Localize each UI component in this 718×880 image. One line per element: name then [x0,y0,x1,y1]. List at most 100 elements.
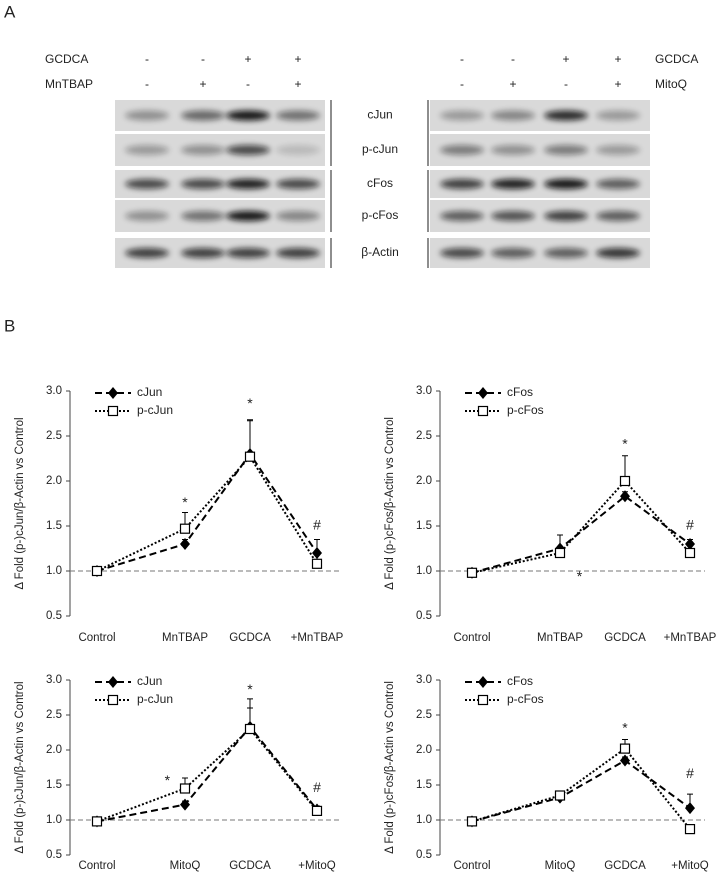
band-label: cFos [367,176,393,190]
marker [478,676,488,688]
blot-band [440,110,484,121]
marker [685,538,695,550]
marker [311,558,323,569]
treatment-sign: + [199,77,206,91]
blot-band [276,179,320,189]
marker [312,547,322,559]
blot-band [226,248,270,258]
legend-label: cFos [507,674,533,688]
y-tick-label: 3.0 [416,385,432,397]
blot-band [544,248,588,258]
y-tick-label: 2.0 [46,744,62,756]
panel-label: B [4,316,15,335]
y-axis-title: Δ Fold (p-)cFos/β-Actin vs Control [384,681,396,854]
blot-band [226,145,270,155]
chart: 0.5 1.0 1.5 2.0 2.5 3.0 Δ Fold (p-)cFos/β-Acti… [384,674,709,872]
x-tick-label: Control [78,632,115,644]
legend-label: p-cFos [507,692,544,706]
blot-band [596,145,640,155]
blot-band [491,248,535,258]
y-tick-label: 2.0 [416,744,432,756]
annotation: * [247,681,253,697]
marker [108,676,118,688]
marker [620,754,630,767]
treatment-sign: - [460,52,464,66]
x-tick-label: GCDCA [604,632,646,644]
x-tick-label: Control [453,860,490,872]
y-tick-label: 2.5 [46,430,62,442]
marker [91,565,103,577]
marker [180,798,190,811]
y-axis-title: Δ Fold (p-)cFos/β-Actin vs Control [384,417,396,590]
series-line [471,759,691,823]
treatment-sign: - [564,77,568,91]
y-tick-label: 2.0 [416,475,432,487]
x-tick-label: +MnTBAP [291,632,344,644]
blot-band [181,145,225,155]
legend-label: cJun [137,674,162,688]
marker [477,694,489,706]
y-tick-label: 3.0 [46,385,62,397]
y-tick-label: 3.0 [416,674,432,686]
y-tick-label: 1.0 [416,814,432,826]
marker [311,805,323,817]
y-tick-label: 0.5 [416,610,432,622]
treatment-sign: + [294,77,301,91]
treatment-sign: - [460,77,464,91]
marker [107,694,119,706]
treatment-sign: - [145,77,149,91]
annotation: * [247,395,253,411]
annotation: * [577,568,583,584]
blot-band [125,248,169,258]
blot-band [544,211,588,221]
blot-band [440,179,484,189]
band-label: p-cJun [362,142,398,156]
y-tick-label: 1.0 [416,565,432,577]
blot-band [276,248,320,258]
blot-band [440,211,484,221]
blot-band [491,110,535,121]
marker [554,547,566,559]
x-tick-label: Control [78,860,115,872]
marker [684,547,696,559]
marker [91,816,103,827]
y-tick-label: 1.0 [46,565,62,577]
legend-label: p-cJun [137,692,173,706]
blot-band [440,145,484,155]
annotation: * [622,720,628,736]
y-tick-label: 2.0 [46,475,62,487]
blot-band [596,248,640,258]
treatment-sign: + [614,77,621,91]
marker [466,816,478,827]
blot-band [596,179,640,189]
marker [466,567,478,578]
chart: 0.5 1.0 1.5 2.0 2.5 3.0 Δ Fold (p-)cJun/β-Acti… [14,385,344,644]
marker [477,405,489,417]
chart: 0.5 1.0 1.5 2.0 2.5 3.0 Δ Fold (p-)cFos/β-Acti… [384,385,717,644]
annotation: # [313,779,321,795]
annotation: * [165,772,171,788]
series-line [96,725,318,823]
blot-band [181,110,225,121]
legend-label: p-cFos [507,403,544,417]
x-tick-label: GCDCA [229,860,271,872]
y-tick-label: 1.5 [46,520,62,532]
annotation: * [622,436,628,452]
treatment-label: MitoQ [655,77,687,91]
blot-band [226,179,270,189]
marker [179,523,191,534]
chart: 0.5 1.0 1.5 2.0 2.5 3.0 Δ Fold (p-)cJun/β-Acti… [14,674,340,872]
blot-band [181,179,225,189]
treatment-label: GCDCA [655,52,698,66]
y-tick-label: 0.5 [46,849,62,861]
blot-band [596,110,640,121]
legend-label: p-cJun [137,403,173,417]
treatment-sign: - [145,52,149,66]
blot-band [440,248,484,258]
marker [619,743,631,754]
annotation: # [313,517,321,533]
blot-band [226,211,270,221]
series-line [96,452,318,572]
y-tick-label: 1.5 [416,520,432,532]
